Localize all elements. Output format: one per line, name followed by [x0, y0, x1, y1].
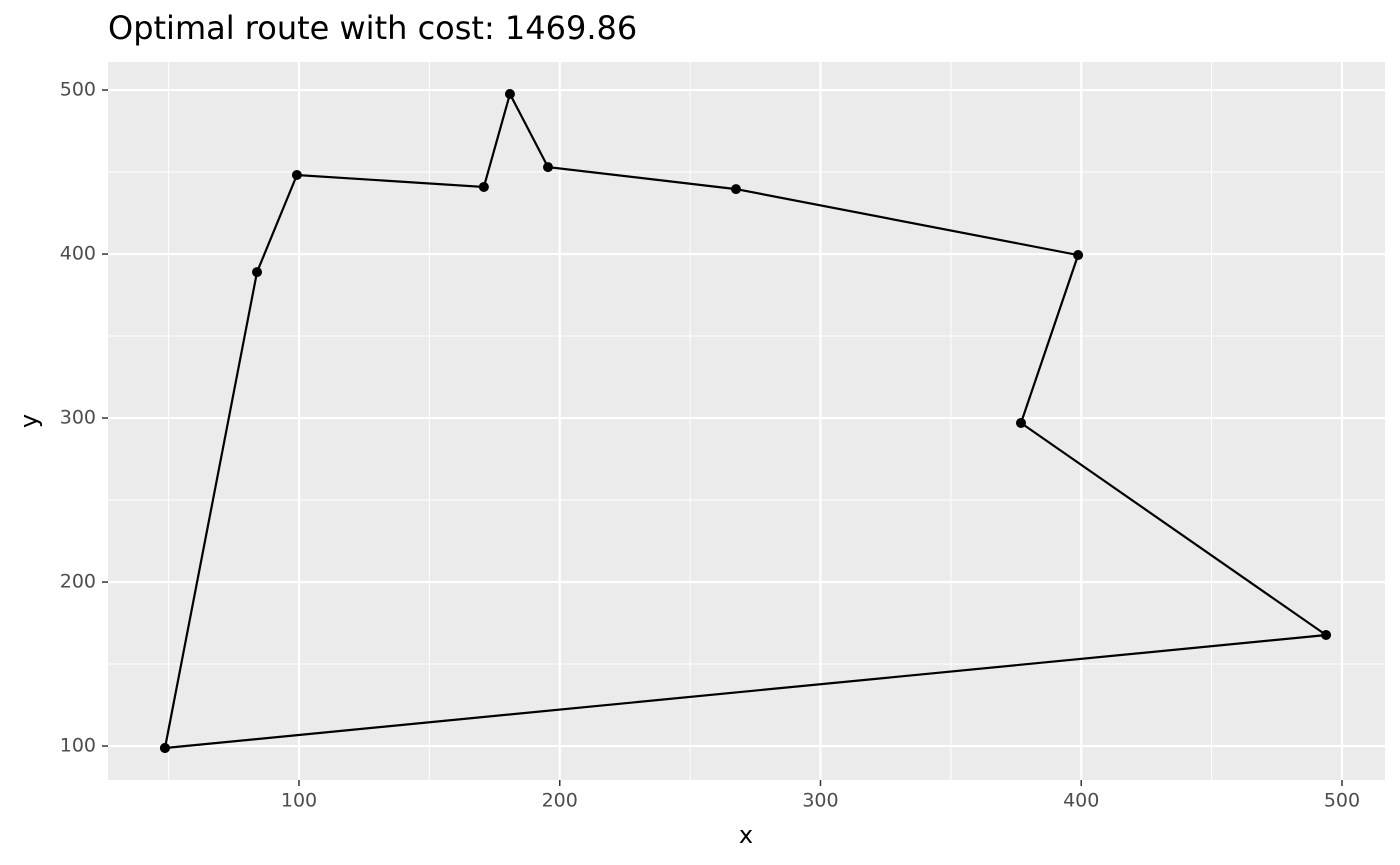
x-tick-label: 500	[1324, 790, 1360, 812]
route-point	[504, 88, 515, 99]
route-point	[731, 184, 742, 195]
y-tick-label: 200	[60, 571, 96, 593]
route-point	[478, 181, 489, 192]
y-axis-title: y	[15, 414, 43, 428]
grid	[108, 62, 1385, 780]
x-tick-label: 300	[802, 790, 838, 812]
route-point	[543, 162, 554, 173]
x-tick-label: 400	[1063, 790, 1099, 812]
route-point	[1321, 630, 1332, 641]
marks	[159, 88, 1332, 754]
route-point	[291, 169, 302, 180]
y-tick-label: 300	[60, 407, 96, 429]
x-axis-title: x	[739, 821, 753, 849]
y-tick-label: 400	[60, 243, 96, 265]
chart-title: Optimal route with cost: 1469.86	[108, 9, 637, 47]
route-point	[1073, 250, 1084, 261]
y-tick-label: 500	[60, 79, 96, 101]
panel	[108, 62, 1385, 780]
x-tick-label: 200	[542, 790, 578, 812]
y-tick-label: 100	[60, 735, 96, 757]
x-tick-label: 100	[281, 790, 317, 812]
route-point	[252, 267, 263, 278]
route-point	[159, 743, 170, 754]
route-point	[1015, 417, 1026, 428]
